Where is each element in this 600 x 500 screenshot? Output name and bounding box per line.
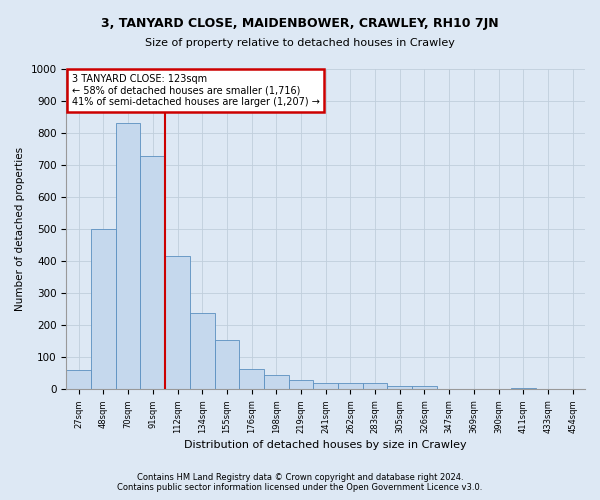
X-axis label: Distribution of detached houses by size in Crawley: Distribution of detached houses by size … — [184, 440, 467, 450]
Bar — [264, 375, 289, 390]
Bar — [116, 124, 140, 390]
Bar — [363, 383, 388, 390]
Bar — [511, 388, 536, 390]
Y-axis label: Number of detached properties: Number of detached properties — [15, 147, 25, 312]
Bar — [215, 340, 239, 390]
Text: Contains public sector information licensed under the Open Government Licence v3: Contains public sector information licen… — [118, 484, 482, 492]
Bar — [313, 383, 338, 390]
Bar — [239, 368, 264, 390]
Text: 3, TANYARD CLOSE, MAIDENBOWER, CRAWLEY, RH10 7JN: 3, TANYARD CLOSE, MAIDENBOWER, CRAWLEY, … — [101, 18, 499, 30]
Text: Size of property relative to detached houses in Crawley: Size of property relative to detached ho… — [145, 38, 455, 48]
Bar — [289, 380, 313, 390]
Text: Contains HM Land Registry data © Crown copyright and database right 2024.: Contains HM Land Registry data © Crown c… — [137, 474, 463, 482]
Bar — [338, 383, 363, 390]
Bar — [67, 370, 91, 390]
Bar — [412, 386, 437, 390]
Bar — [140, 156, 165, 390]
Bar — [388, 386, 412, 390]
Bar — [165, 256, 190, 390]
Bar — [190, 312, 215, 390]
Bar — [91, 229, 116, 390]
Text: 3 TANYARD CLOSE: 123sqm
← 58% of detached houses are smaller (1,716)
41% of semi: 3 TANYARD CLOSE: 123sqm ← 58% of detache… — [71, 74, 319, 107]
